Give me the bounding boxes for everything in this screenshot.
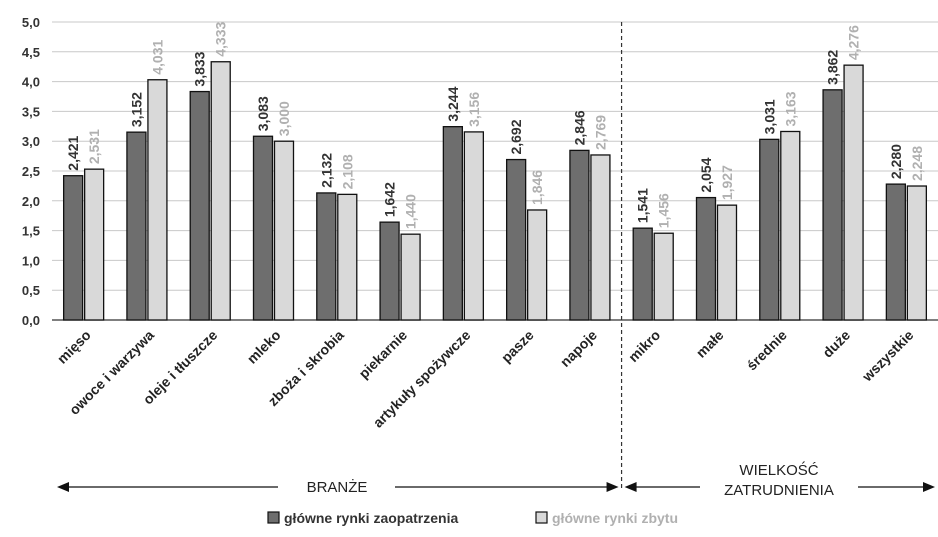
bar-zaopatrzenia xyxy=(442,126,464,321)
bar-zbytu xyxy=(210,61,231,321)
y-tick-label: 2,0 xyxy=(22,194,40,209)
bar-zaopatrzenia xyxy=(126,131,147,321)
bar-zaopatrzenia xyxy=(632,227,653,321)
data-label: 2,421 xyxy=(65,135,81,170)
bar-zbytu xyxy=(843,64,864,321)
legend-swatch-zbytu xyxy=(535,511,548,524)
y-tick-label: 5,0 xyxy=(22,15,40,30)
data-label: 1,541 xyxy=(635,188,651,223)
data-label: 3,156 xyxy=(466,92,482,127)
legend-swatch-zaopatrzenia xyxy=(267,511,280,524)
gridlines xyxy=(52,21,938,321)
bar-zbytu xyxy=(463,131,485,321)
data-label: 3,163 xyxy=(782,91,798,126)
legend-label-zbytu: główne rynki zbytu xyxy=(552,510,678,526)
y-tick-label: 1,5 xyxy=(22,224,40,239)
bar-zbytu xyxy=(400,233,421,321)
category-label: napoje xyxy=(557,327,600,370)
data-label: 3,862 xyxy=(825,50,841,85)
data-label: 2,531 xyxy=(86,129,102,164)
data-label: 3,000 xyxy=(276,101,292,136)
bar-zaopatrzenia xyxy=(189,90,210,321)
category-label: średnie xyxy=(743,327,790,374)
bar-zbytu xyxy=(590,154,611,321)
bar-zbytu xyxy=(716,204,738,321)
data-label: 4,276 xyxy=(846,25,862,60)
bar-zbytu xyxy=(337,193,358,321)
data-label: 1,642 xyxy=(382,182,398,217)
y-tick-label: 4,5 xyxy=(22,45,40,60)
data-label: 1,846 xyxy=(529,170,545,205)
legend: główne rynki zaopatrzenia główne rynki zb… xyxy=(267,510,678,526)
bar-zbytu xyxy=(83,168,105,321)
data-label: 2,769 xyxy=(592,115,608,150)
bar-zaopatrzenia xyxy=(759,138,780,321)
data-label: 1,440 xyxy=(403,194,419,229)
category-label: pasze xyxy=(498,327,537,366)
bar-zaopatrzenia xyxy=(62,175,84,321)
legend-label-zaopatrzenia: główne rynki zaopatrzenia xyxy=(284,510,458,526)
data-label: 3,152 xyxy=(128,92,144,127)
bar-zaopatrzenia xyxy=(316,192,337,321)
category-label: wszystkie xyxy=(858,327,916,385)
data-label: 3,833 xyxy=(192,51,208,86)
bar-zbytu xyxy=(653,232,674,321)
data-label: 2,692 xyxy=(508,119,524,154)
bar-zaopatrzenia xyxy=(885,183,907,321)
bar-zbytu xyxy=(273,140,295,321)
group-label-branze: BRANŻE xyxy=(307,478,368,496)
branze-arrow-arrowhead-right xyxy=(606,482,619,492)
group-arrows: BRANŻE WIELKOŚĆ ZATRUDNIENIA xyxy=(57,461,935,499)
y-tick-label: 2,5 xyxy=(22,164,40,179)
data-label: 1,927 xyxy=(719,165,735,200)
bar-zbytu xyxy=(147,79,168,321)
bar-zbytu xyxy=(526,209,548,321)
category-label: mleko xyxy=(244,327,284,367)
data-label: 2,108 xyxy=(339,154,355,189)
wielkosc-arrow-arrowhead-right xyxy=(923,482,935,492)
y-axis-tick-labels: 0,0 0,5 1,0 1,5 2,0 2,5 3,0 3,5 4,0 4,5 5,0 xyxy=(22,15,40,328)
y-tick-label: 1,0 xyxy=(22,253,40,268)
group-label-wielkosc: ZATRUDNIENIA xyxy=(724,482,834,499)
data-label: 3,031 xyxy=(761,99,777,134)
category-label: mięso xyxy=(54,327,94,367)
data-label: 3,244 xyxy=(445,86,461,121)
bar-zaopatrzenia xyxy=(505,158,527,321)
bar-zaopatrzenia xyxy=(822,89,843,321)
y-tick-label: 3,0 xyxy=(22,134,40,149)
bar-zaopatrzenia xyxy=(569,149,590,321)
branze-arrow-arrowhead-left xyxy=(57,482,69,492)
data-label: 4,031 xyxy=(149,40,165,75)
data-label: 4,333 xyxy=(213,22,229,57)
category-label: małe xyxy=(693,327,727,361)
bar-zaopatrzenia xyxy=(379,221,400,321)
data-label: 2,846 xyxy=(571,110,587,145)
y-tick-label: 0,5 xyxy=(22,283,40,298)
category-label: duże xyxy=(819,327,853,361)
data-label: 2,054 xyxy=(698,157,714,192)
bar-zbytu xyxy=(906,185,928,321)
y-tick-label: 0,0 xyxy=(22,313,40,328)
bar-zaopatrzenia xyxy=(695,196,717,321)
category-label: piekarnie xyxy=(355,327,410,382)
wielkosc-arrow-arrowhead-left xyxy=(624,482,637,492)
data-label: 2,132 xyxy=(318,153,334,188)
y-tick-label: 4,0 xyxy=(22,75,40,90)
data-label: 2,248 xyxy=(909,146,925,181)
group-label-wielkosc: WIELKOŚĆ xyxy=(739,461,818,479)
y-tick-label: 3,5 xyxy=(22,104,40,119)
bar-zbytu xyxy=(780,130,801,321)
category-label: mikro xyxy=(625,327,663,365)
data-label: 1,456 xyxy=(656,193,672,228)
data-label: 2,280 xyxy=(888,144,904,179)
data-labels: 2,421 2,531 3,152 4,031 3,833 4,333 3,083 3,000… xyxy=(65,22,925,230)
data-label: 3,083 xyxy=(255,96,271,131)
bars xyxy=(62,61,928,321)
bar-zaopatrzenia xyxy=(252,135,274,321)
